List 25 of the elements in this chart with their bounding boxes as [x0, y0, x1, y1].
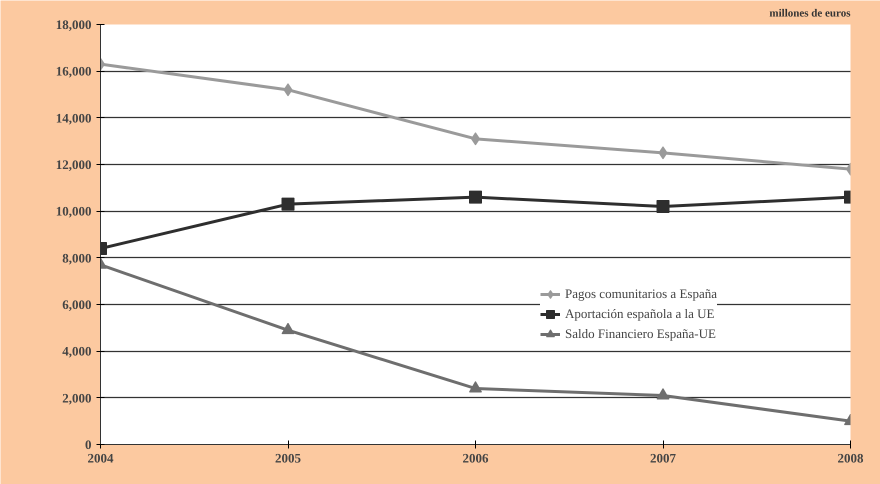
y-tick-label: 8,000: [62, 250, 92, 266]
point: [282, 198, 294, 211]
x-tick-label: 2007: [650, 450, 676, 466]
text: millones de euros: [769, 8, 852, 20]
y-tick-label: 10,000: [56, 204, 92, 219]
legend-label: Aportación española a la UE: [565, 306, 714, 322]
y-tick-label: 2,000: [62, 390, 92, 406]
point: [656, 388, 670, 400]
legend-label: Saldo Financiero España-UE: [565, 326, 716, 342]
y-tick-label: 12,000: [56, 157, 92, 172]
y-tick-label: 16,000: [56, 64, 92, 79]
x-tick-label: 2008: [838, 450, 864, 466]
legend-label: Pagos comunitarios a España: [565, 286, 717, 302]
point: [469, 190, 482, 204]
point: [282, 322, 294, 334]
x-tick-label: 2006: [462, 450, 489, 466]
y-tick-label: 18,000: [56, 17, 92, 32]
x-tick-label: 2005: [275, 450, 302, 466]
y-tick-label: 14,000: [56, 110, 92, 126]
point: [469, 381, 482, 392]
x-tick-label: 2004: [88, 450, 114, 466]
point: [656, 200, 670, 213]
y-tick-label: 0: [85, 437, 92, 452]
y-tick-label: 6,000: [62, 297, 92, 312]
y-tick-label: 4,000: [62, 344, 92, 359]
